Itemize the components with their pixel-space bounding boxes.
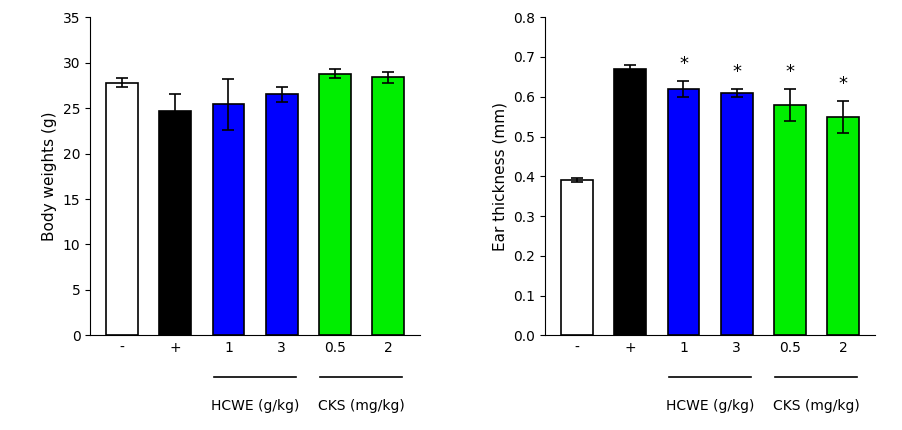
Text: *: * xyxy=(786,63,795,81)
Text: CKS (mg/kg): CKS (mg/kg) xyxy=(773,399,860,413)
Bar xyxy=(667,89,699,335)
Text: CKS (mg/kg): CKS (mg/kg) xyxy=(318,399,405,413)
Bar xyxy=(266,95,298,335)
Bar xyxy=(614,69,646,335)
Text: *: * xyxy=(839,75,848,93)
Y-axis label: Ear thickness (mm): Ear thickness (mm) xyxy=(492,102,508,251)
Bar xyxy=(721,93,752,335)
Bar xyxy=(561,180,594,335)
Bar xyxy=(160,111,191,335)
Y-axis label: Body weights (g): Body weights (g) xyxy=(42,111,58,241)
Bar xyxy=(213,104,244,335)
Bar xyxy=(774,104,805,335)
Text: *: * xyxy=(679,55,688,73)
Bar xyxy=(319,74,351,335)
Bar xyxy=(827,117,859,335)
Text: HCWE (g/kg): HCWE (g/kg) xyxy=(211,399,299,413)
Bar xyxy=(372,77,404,335)
Text: HCWE (g/kg): HCWE (g/kg) xyxy=(666,399,754,413)
Bar xyxy=(106,83,138,335)
Text: *: * xyxy=(732,63,741,81)
